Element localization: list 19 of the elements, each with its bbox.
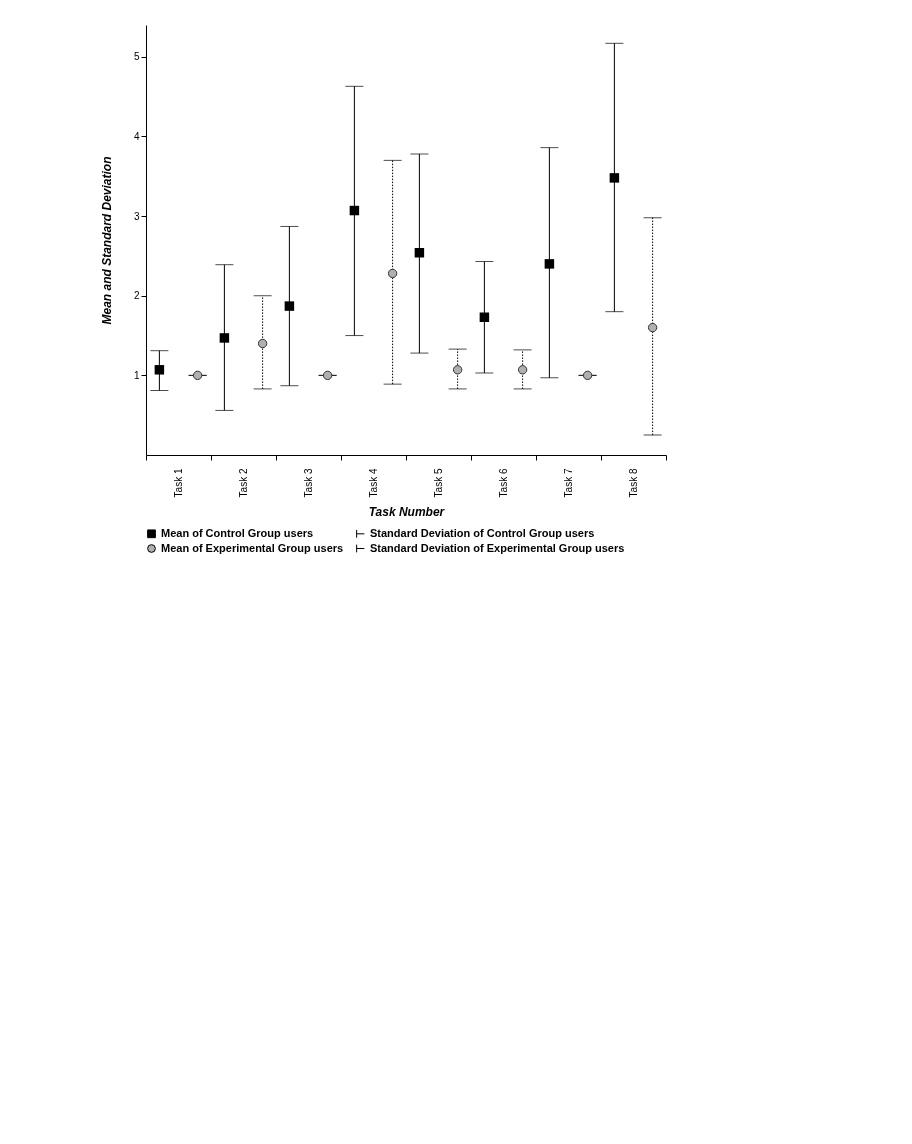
x-tick-label: Task 3 [303, 468, 314, 498]
x-tick-label: Task 2 [238, 468, 249, 498]
x-tick-label: Task 1 [173, 468, 184, 498]
y-axis-title: Mean and Standard Deviation [99, 156, 114, 325]
x-axis-title: Task Number [368, 505, 446, 520]
text: Standard Deviation of Control Group users [370, 526, 595, 539]
x-tick-label: Task 6 [498, 468, 509, 498]
x-tick-label: Task 5 [433, 468, 444, 498]
y-tick-label: 1 [133, 369, 140, 381]
y-tick-label: 3 [133, 210, 140, 222]
x-tick-label: Task 4 [368, 468, 379, 498]
text: Standard Deviation of Experimental Group users [370, 541, 625, 554]
legend-label: Mean of Experimental Group users [161, 541, 344, 554]
y-tick-label: 5 [133, 51, 140, 63]
x-tick-label: Task 7 [563, 468, 574, 498]
legend-label: Mean of Control Group users [161, 526, 314, 539]
x-tick-label: Task 8 [628, 468, 639, 498]
y-tick-label: 4 [133, 130, 140, 142]
y-tick-label: 2 [133, 290, 140, 302]
